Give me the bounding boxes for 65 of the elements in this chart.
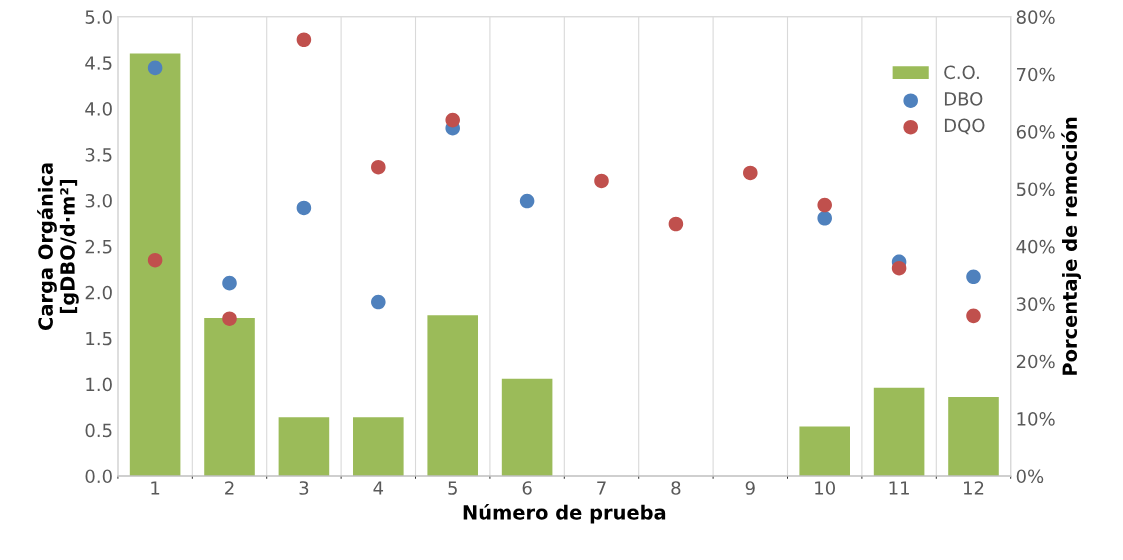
point bbox=[594, 173, 609, 189]
x-tick-label: 4 bbox=[373, 481, 384, 495]
y2-tick-label: 70% bbox=[1017, 67, 1055, 82]
x-tick-label: 1 bbox=[151, 481, 160, 495]
bar bbox=[129, 53, 181, 476]
x-tick-label: 12 bbox=[964, 481, 984, 495]
y2-tick-label: 50% bbox=[1016, 182, 1055, 197]
point bbox=[817, 210, 832, 226]
x-tick-label: 7 bbox=[597, 481, 606, 495]
point bbox=[743, 165, 758, 181]
x-tick-label: 9 bbox=[745, 481, 755, 495]
point bbox=[296, 32, 312, 48]
point bbox=[147, 252, 163, 268]
point bbox=[817, 197, 832, 213]
bar bbox=[353, 417, 404, 476]
y2-tick-label: 40% bbox=[1016, 239, 1055, 254]
x-tick-label: 11 bbox=[889, 481, 909, 495]
bar bbox=[204, 318, 255, 476]
bar bbox=[948, 397, 999, 476]
x-tick-label: 5 bbox=[448, 481, 457, 495]
point bbox=[222, 275, 237, 291]
x-tick-label: 6 bbox=[522, 481, 532, 495]
y2-tick-label: 0% bbox=[1016, 469, 1044, 484]
x-tick-label: 8 bbox=[671, 481, 681, 495]
y2-tick-label: 80% bbox=[1016, 10, 1055, 24]
legend-label: C.O. bbox=[944, 65, 979, 80]
point bbox=[966, 269, 981, 285]
point bbox=[371, 159, 386, 175]
bar bbox=[799, 426, 850, 476]
point bbox=[222, 311, 237, 327]
y2-tick-label: 10% bbox=[1017, 412, 1055, 426]
x-tick-label: 3 bbox=[299, 481, 309, 495]
x-tick-label: 2 bbox=[225, 481, 234, 495]
y2-tick-label: 30% bbox=[1016, 297, 1055, 311]
y-tick-label: 3.5 bbox=[85, 148, 112, 162]
point bbox=[147, 60, 163, 76]
y-tick-label: 0.5 bbox=[85, 423, 112, 438]
point bbox=[519, 193, 535, 209]
bar bbox=[278, 417, 330, 476]
y-tick-label: 3.0 bbox=[85, 193, 112, 208]
y-tick-label: 4.5 bbox=[85, 56, 112, 70]
point bbox=[668, 216, 684, 232]
y-tick-label: 5.0 bbox=[85, 10, 112, 24]
legend-label: DBO bbox=[944, 92, 983, 106]
y-tick-label: 0.0 bbox=[85, 469, 112, 484]
y-tick-label: 2.5 bbox=[85, 239, 112, 254]
y-tick-label: 1.0 bbox=[86, 377, 112, 392]
y-tick-label: 4.0 bbox=[85, 102, 112, 116]
point bbox=[891, 260, 907, 276]
y-tick-label: 1.5 bbox=[86, 331, 112, 346]
bar bbox=[427, 315, 478, 476]
point bbox=[966, 308, 981, 324]
y2-tick-label: 60% bbox=[1016, 125, 1055, 139]
bar bbox=[873, 387, 925, 476]
point bbox=[445, 112, 460, 128]
y-axis-title: Carga Orgánica [gDBO/d·m²] bbox=[37, 163, 79, 330]
y2-axis-title: Porcentaje de remoción bbox=[1061, 117, 1081, 375]
y2-tick-label: 20% bbox=[1016, 354, 1055, 369]
y-tick-label: 2.0 bbox=[85, 285, 112, 300]
point bbox=[296, 200, 312, 216]
bar bbox=[501, 378, 553, 476]
x-axis-title: Número de prueba bbox=[463, 503, 666, 524]
legend-label: DQO bbox=[944, 118, 985, 135]
point bbox=[371, 294, 386, 310]
x-tick-label: 10 bbox=[815, 481, 835, 495]
